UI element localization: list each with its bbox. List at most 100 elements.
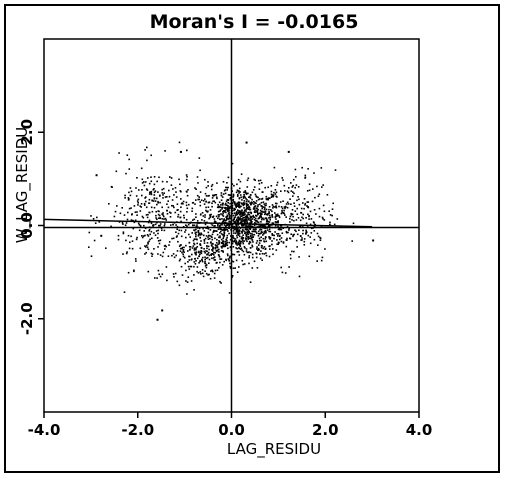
data-point bbox=[161, 192, 164, 194]
data-point bbox=[153, 248, 155, 250]
data-point bbox=[257, 213, 259, 216]
data-point bbox=[232, 240, 234, 243]
data-point bbox=[243, 216, 245, 219]
data-point bbox=[228, 216, 231, 219]
data-point bbox=[127, 211, 129, 214]
data-point bbox=[223, 227, 226, 230]
data-point bbox=[153, 232, 155, 234]
data-point bbox=[254, 229, 256, 231]
data-point bbox=[254, 209, 256, 211]
data-point bbox=[261, 259, 263, 261]
data-point bbox=[254, 193, 257, 196]
data-point bbox=[205, 272, 208, 275]
data-point bbox=[128, 191, 130, 194]
data-point bbox=[190, 280, 193, 282]
data-point bbox=[240, 218, 242, 221]
data-point bbox=[191, 207, 194, 210]
data-point bbox=[100, 234, 103, 237]
data-point bbox=[213, 218, 216, 220]
data-point bbox=[248, 213, 251, 216]
data-point bbox=[164, 223, 166, 225]
data-point bbox=[178, 141, 181, 144]
data-point bbox=[276, 239, 278, 241]
data-point bbox=[268, 230, 270, 233]
data-point bbox=[189, 248, 191, 250]
data-point bbox=[154, 277, 156, 279]
data-point bbox=[147, 270, 150, 273]
data-point bbox=[200, 213, 202, 215]
data-point bbox=[161, 180, 164, 183]
data-point bbox=[272, 253, 274, 256]
data-point bbox=[265, 208, 268, 211]
data-point bbox=[293, 192, 295, 195]
data-point bbox=[286, 201, 289, 204]
data-point bbox=[245, 210, 247, 213]
data-point bbox=[210, 213, 212, 216]
data-point bbox=[238, 206, 240, 208]
data-point bbox=[125, 172, 127, 175]
data-point bbox=[239, 241, 242, 244]
data-point bbox=[182, 255, 185, 258]
data-point bbox=[276, 213, 279, 216]
data-point bbox=[222, 235, 225, 238]
data-point bbox=[277, 221, 279, 224]
data-point bbox=[204, 192, 207, 195]
data-point bbox=[205, 235, 208, 237]
data-point bbox=[145, 251, 147, 254]
data-point bbox=[243, 230, 245, 233]
data-point bbox=[135, 195, 138, 197]
data-point bbox=[238, 203, 241, 205]
data-point bbox=[266, 229, 269, 231]
data-point bbox=[228, 220, 230, 223]
data-point bbox=[236, 221, 239, 224]
data-point bbox=[307, 234, 310, 237]
data-point bbox=[213, 229, 215, 232]
data-point bbox=[291, 250, 293, 253]
data-point bbox=[93, 239, 96, 242]
data-point bbox=[322, 204, 325, 207]
data-point bbox=[231, 225, 234, 228]
data-point bbox=[170, 177, 173, 179]
data-point bbox=[267, 198, 270, 201]
data-point bbox=[227, 230, 229, 232]
data-point bbox=[127, 271, 130, 274]
data-point bbox=[205, 206, 207, 209]
data-point bbox=[131, 247, 134, 250]
data-point bbox=[294, 186, 296, 189]
data-point bbox=[270, 193, 273, 196]
data-point bbox=[277, 233, 280, 235]
data-point bbox=[218, 248, 220, 251]
data-point bbox=[234, 267, 236, 269]
data-point bbox=[193, 243, 196, 246]
data-point bbox=[281, 271, 284, 274]
data-point bbox=[185, 174, 188, 176]
data-point bbox=[249, 232, 251, 235]
data-point bbox=[172, 253, 175, 255]
data-point bbox=[254, 202, 256, 204]
data-point bbox=[128, 207, 131, 210]
data-point bbox=[247, 206, 249, 209]
chart-title: Moran's I = -0.0165 bbox=[149, 11, 359, 33]
data-point bbox=[261, 252, 264, 255]
data-point bbox=[158, 224, 160, 227]
data-point bbox=[314, 196, 316, 199]
data-point bbox=[121, 222, 124, 224]
data-point bbox=[267, 186, 269, 189]
data-point bbox=[264, 225, 267, 228]
data-point bbox=[264, 236, 267, 238]
data-point bbox=[157, 246, 159, 248]
data-point bbox=[248, 251, 250, 253]
data-point bbox=[265, 240, 268, 243]
data-point bbox=[248, 256, 250, 259]
data-point bbox=[300, 235, 302, 237]
data-point bbox=[224, 240, 227, 243]
data-point bbox=[223, 218, 226, 220]
data-point bbox=[259, 179, 262, 182]
data-point bbox=[243, 245, 246, 248]
data-point bbox=[208, 248, 210, 251]
data-point bbox=[143, 230, 145, 232]
data-point bbox=[255, 200, 258, 202]
data-point bbox=[158, 176, 160, 179]
data-point bbox=[310, 218, 313, 220]
data-point bbox=[243, 203, 246, 206]
